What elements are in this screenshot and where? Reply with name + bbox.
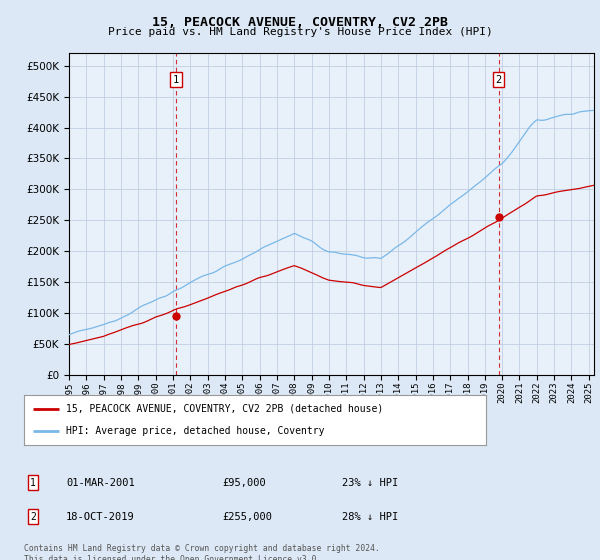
Text: £95,000: £95,000 <box>222 478 266 488</box>
Text: HPI: Average price, detached house, Coventry: HPI: Average price, detached house, Cove… <box>65 426 324 436</box>
Text: 15, PEACOCK AVENUE, COVENTRY, CV2 2PB (detached house): 15, PEACOCK AVENUE, COVENTRY, CV2 2PB (d… <box>65 404 383 414</box>
Text: Contains HM Land Registry data © Crown copyright and database right 2024.
This d: Contains HM Land Registry data © Crown c… <box>24 544 380 560</box>
Text: Price paid vs. HM Land Registry's House Price Index (HPI): Price paid vs. HM Land Registry's House … <box>107 27 493 37</box>
Text: 2: 2 <box>496 75 502 85</box>
Text: 23% ↓ HPI: 23% ↓ HPI <box>342 478 398 488</box>
Text: 01-MAR-2001: 01-MAR-2001 <box>66 478 135 488</box>
Text: £255,000: £255,000 <box>222 512 272 522</box>
Text: 18-OCT-2019: 18-OCT-2019 <box>66 512 135 522</box>
Text: 15, PEACOCK AVENUE, COVENTRY, CV2 2PB: 15, PEACOCK AVENUE, COVENTRY, CV2 2PB <box>152 16 448 29</box>
Text: 1: 1 <box>173 75 179 85</box>
Text: 1: 1 <box>30 478 36 488</box>
Text: 28% ↓ HPI: 28% ↓ HPI <box>342 512 398 522</box>
Text: 2: 2 <box>30 512 36 522</box>
